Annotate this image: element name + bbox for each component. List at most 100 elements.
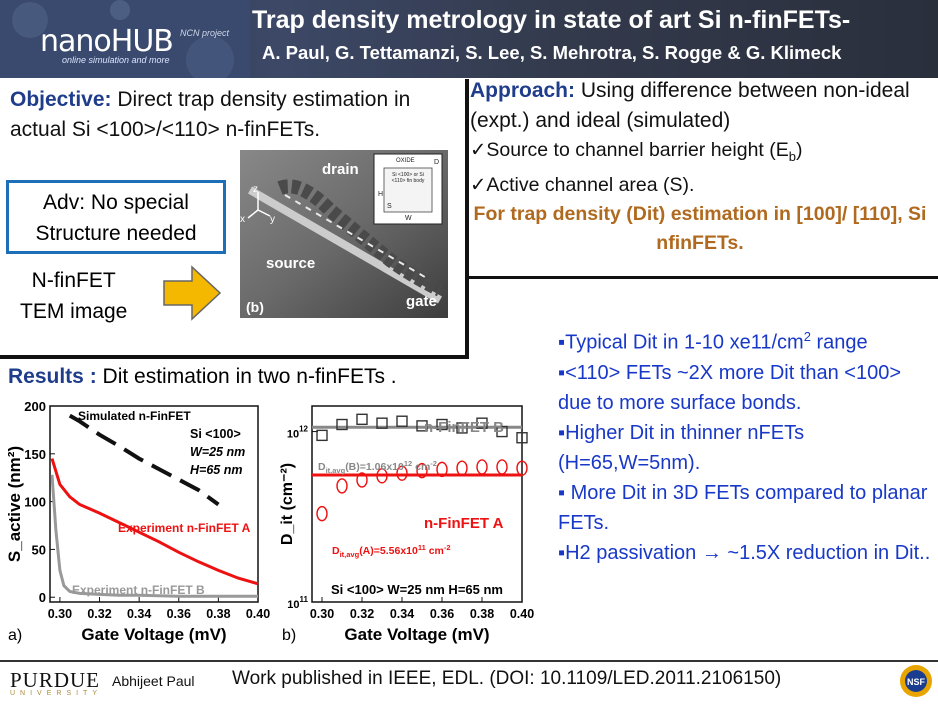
chart-a-annotation: H=65 nm — [190, 463, 242, 477]
inset-oxide: OXIDE — [396, 158, 415, 164]
finding-1-text: ▪Typical Dit in 1-10 xe11/cm — [558, 331, 804, 354]
nfinfet-line-2: TEM image — [20, 300, 128, 323]
axis-y-label: y — [270, 214, 275, 225]
slide-title: Trap density metrology in state of art S… — [252, 6, 851, 34]
chart-b-point — [456, 460, 468, 476]
chart-b-point — [316, 505, 328, 522]
chart-b-point — [476, 417, 488, 429]
chart-b-point — [436, 418, 448, 431]
chart-b-frame — [311, 405, 523, 603]
chart-a-plot: 0 50 100 150 200 0.30 0.32 0.34 0.36 0.38 0.40 Gate… — [5, 399, 270, 644]
separator-line — [468, 276, 938, 279]
inset-h: H — [378, 191, 383, 198]
chart-b-ytick-label: 1011 — [287, 595, 308, 611]
chart-b-ylabel: D_it (cm⁻²) — [279, 463, 296, 545]
check1-subscript: b — [788, 148, 796, 164]
tem-source-label: source — [266, 255, 315, 272]
nanohub-logo[interactable]: nanoHUB — [40, 24, 174, 59]
chart-a-panel: a) — [8, 627, 22, 644]
tem-inset: OXIDE D Si <100> or Si <110> fin body H … — [373, 153, 443, 225]
chart-b-point — [396, 415, 408, 427]
advantage-line-1: Adv: No special — [43, 191, 189, 214]
findings-list: ▪Typical Dit in 1-10 xe11/cm2 range ▪<11… — [558, 322, 933, 568]
results-body: Dit estimation in two n-finFETs . — [102, 365, 397, 388]
header-banner — [0, 0, 938, 78]
ncn-label: NCN project — [180, 28, 230, 38]
check1-text: ✓Source to channel barrier height (E — [470, 139, 789, 161]
objective-text: Objective: Direct trap density estimatio… — [10, 85, 465, 145]
inset-body: Si <100> or Si <110> fin body — [391, 172, 425, 184]
finding-4: ▪ More Dit in 3D FETs compared to planar… — [558, 481, 928, 534]
chart-b: 1011 1012 0.30 0.32 0.34 0.36 0.38 0.40 Gate Vol… — [279, 405, 534, 644]
approach-body: Using difference between non-ideal (expt… — [470, 79, 910, 132]
chart-b-point — [516, 460, 528, 476]
chart-b-xtick-label: 0.38 — [470, 607, 494, 621]
chart-b-point — [356, 472, 368, 488]
finding-1-range: range — [810, 331, 868, 354]
finding-1-sup: 2 — [803, 329, 811, 344]
nsf-label: NSF — [907, 677, 926, 687]
chart-b-point — [516, 432, 528, 444]
chart-a-series-line — [50, 458, 259, 586]
nsf-logo-icon: NSF — [900, 665, 932, 697]
chart-a-ytick-label: 100 — [24, 495, 46, 510]
chart-a-xlabel: Gate Voltage (mV) — [81, 625, 226, 644]
axis-z-label: z — [253, 184, 258, 195]
chart-a-xtick-label: 0.38 — [206, 607, 230, 621]
chart-b-point — [336, 418, 348, 431]
footer-bar — [0, 660, 938, 704]
chart-a-xtick-label: 0.36 — [167, 607, 191, 621]
chart-b-point — [476, 459, 488, 475]
tem-gate-label: gate — [406, 293, 437, 310]
results-heading: Results : Dit estimation in two n-finFET… — [8, 365, 397, 389]
chart-b-point — [436, 461, 448, 478]
finding-5: ▪H2 passivation → ~1.5X reduction in Dit… — [558, 541, 931, 564]
chart-a: 0 50 100 150 200 0.30 0.32 0.34 0.36 0.38 0.40 Gate… — [5, 399, 270, 644]
approach-note: For trap density (Dit) estimation in [10… — [473, 203, 927, 254]
approach-text: Approach: Using difference between non-i… — [470, 76, 930, 200]
finding-3: ▪Higher Dit in thinner nFETs (H=65,W=5nm… — [558, 421, 805, 474]
tem-drain-label: drain — [322, 161, 359, 178]
nfinfet-caption: N-finFET TEM image — [20, 265, 127, 327]
objective-panel — [0, 79, 469, 359]
chart-b-xtick-label: 0.40 — [510, 607, 534, 621]
inset-d: D — [434, 159, 439, 166]
chart-a-ytick-label: 150 — [24, 447, 46, 462]
chart-a-frame — [49, 405, 259, 603]
chart-a-ylabel: S_active (nm²) — [5, 446, 24, 562]
chart-a-annotation: W=25 nm — [190, 445, 245, 459]
presenter-name: Abhijeet Paul — [112, 673, 195, 689]
chart-b-xlabel: Gate Voltage (mV) — [344, 625, 489, 644]
check1-close: ) — [796, 139, 803, 161]
chart-a-xtick-label: 0.34 — [127, 607, 151, 621]
chart-b-xtick-label: 0.34 — [390, 607, 414, 621]
chart-b-point — [396, 465, 408, 481]
advantage-box: Adv: No special Structure needed — [6, 180, 226, 254]
chart-b-point — [316, 429, 328, 442]
nanohub-tagline: online simulation and more — [62, 55, 170, 65]
nfinfet-line-1: N-finFET — [31, 269, 116, 292]
chart-b-panel: b) — [282, 627, 296, 644]
chart-b-xtick-label: 0.30 — [310, 607, 334, 621]
chart-b-legend-a: n-FinFET A — [424, 515, 504, 532]
chart-a-annotation: Si <100> — [190, 427, 241, 441]
chart-a-xtick-label: 0.30 — [48, 607, 72, 621]
approach-check-2: ✓Active channel area (S). — [470, 173, 695, 196]
publication-note: Work published in IEEE, EDL. (DOI: 10.11… — [232, 668, 782, 689]
right-arrow-icon — [163, 265, 222, 321]
tem-panel-label: (b) — [246, 299, 264, 315]
tem-axes: z x y — [240, 184, 275, 225]
chart-a-ytick-label: 0 — [39, 590, 46, 605]
chart-a-xtick-label: 0.32 — [87, 607, 111, 621]
chart-b-ytick-label: 1012 — [287, 425, 309, 441]
chart-b-point — [416, 462, 428, 479]
chart-b-point — [496, 425, 508, 438]
chart-a-legend-simulated: Simulated n-FinFET — [78, 409, 191, 423]
approach-label: Approach: — [470, 79, 575, 102]
tem-image: drain source gate (b) z x y OXIDE D Si <… — [240, 150, 448, 318]
chart-b-avg-label-b: Dit,avg(B)=1.06x1012 cm-2 — [318, 459, 437, 475]
chart-b-point — [496, 459, 508, 475]
gate-fins — [247, 179, 444, 304]
axis-x-label: x — [240, 214, 245, 225]
chart-a-legend-exp-b: Experiment n-FinFET B — [72, 583, 205, 597]
